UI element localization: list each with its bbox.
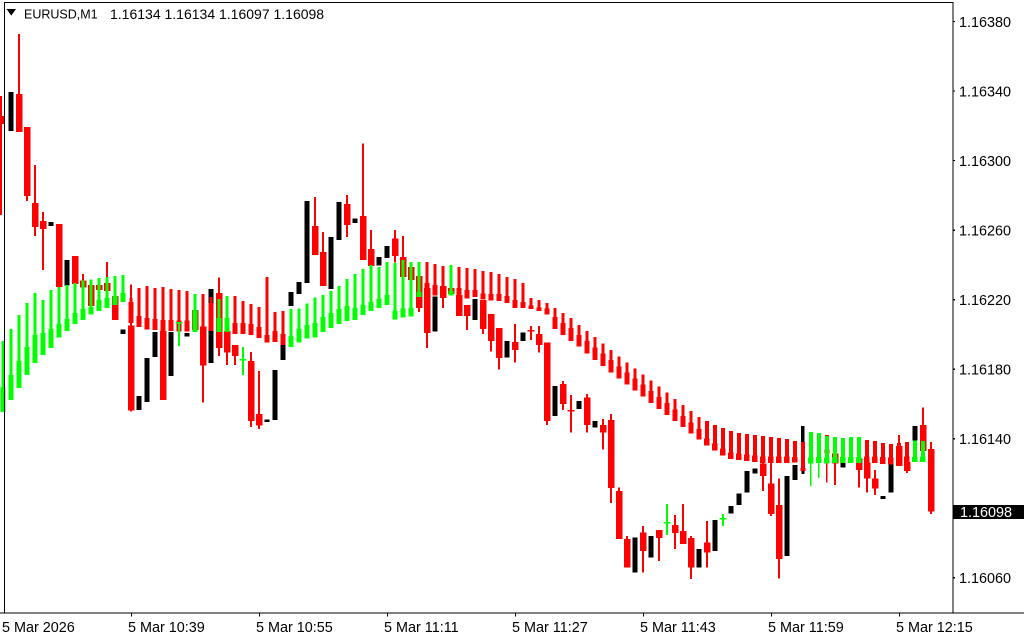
svg-text:1.16180: 1.16180 xyxy=(959,362,1011,378)
svg-text:1.16134 1.16134 1.16097 1.1609: 1.16134 1.16134 1.16097 1.16098 xyxy=(110,6,324,22)
svg-text:5 Mar 11:43: 5 Mar 11:43 xyxy=(640,620,716,636)
svg-text:1.16140: 1.16140 xyxy=(959,432,1011,448)
svg-text:EURUSD,M1: EURUSD,M1 xyxy=(24,7,98,21)
svg-text:5 Mar 10:55: 5 Mar 10:55 xyxy=(256,620,333,636)
svg-text:5 Mar 10:39: 5 Mar 10:39 xyxy=(128,620,205,636)
svg-text:5 Mar 12:15: 5 Mar 12:15 xyxy=(896,620,973,636)
svg-text:1.16340: 1.16340 xyxy=(959,84,1011,100)
svg-text:5 Mar 2026: 5 Mar 2026 xyxy=(2,620,75,636)
svg-text:1.16260: 1.16260 xyxy=(959,223,1011,239)
svg-text:1.16220: 1.16220 xyxy=(959,293,1011,309)
svg-text:1.16098: 1.16098 xyxy=(960,505,1012,521)
svg-text:1.16060: 1.16060 xyxy=(959,571,1011,587)
svg-text:5 Mar 11:11: 5 Mar 11:11 xyxy=(384,620,459,636)
svg-text:1.16300: 1.16300 xyxy=(959,154,1011,170)
svg-text:5 Mar 11:59: 5 Mar 11:59 xyxy=(768,620,844,636)
svg-text:5 Mar 11:27: 5 Mar 11:27 xyxy=(512,620,588,636)
svg-text:1.16380: 1.16380 xyxy=(959,15,1011,31)
